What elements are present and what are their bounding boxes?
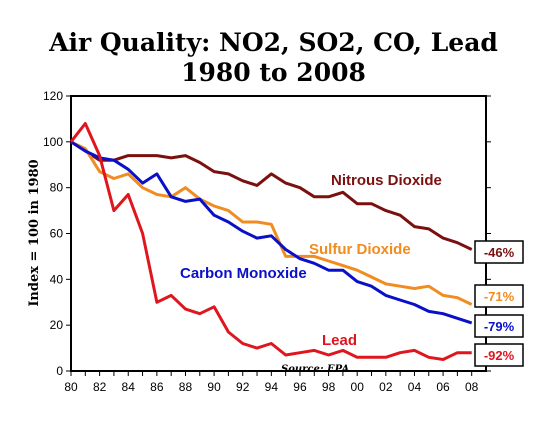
- end-label-value: -79%: [484, 319, 515, 334]
- x-tick-label: 00: [351, 380, 365, 394]
- series-line-sulfur-dioxide: [70, 140, 473, 306]
- end-label-box: -71%: [474, 284, 524, 308]
- series-line-lead: [69, 122, 472, 361]
- x-tick-label: 90: [207, 380, 221, 394]
- x-tick-label: 82: [93, 380, 107, 394]
- y-tick-label: 0: [56, 364, 63, 378]
- end-label-value: -46%: [484, 245, 515, 260]
- end-label-box: -92%: [474, 343, 524, 367]
- end-label-value: -71%: [484, 289, 515, 304]
- y-tick-label: 100: [43, 135, 63, 149]
- series-line-carbon-monoxide: [70, 140, 473, 325]
- series-name-label: Nitrous Dioxide: [331, 172, 442, 189]
- end-label-box: -79%: [474, 314, 524, 338]
- x-tick-label: 04: [408, 380, 422, 394]
- y-tick-label: 40: [50, 272, 64, 286]
- x-tick-label: 88: [179, 380, 193, 394]
- series-line-nitrous-dioxide: [70, 140, 473, 251]
- x-tick-label: 96: [293, 380, 307, 394]
- x-tick-label: 94: [265, 380, 279, 394]
- series-name-label: Lead: [322, 332, 357, 349]
- x-tick-label: 80: [64, 380, 78, 394]
- x-tick-label: 98: [322, 380, 336, 394]
- x-tick-label: 92: [236, 380, 250, 394]
- y-tick-label: 60: [50, 227, 64, 241]
- y-tick-label: 120: [43, 89, 63, 103]
- y-tick-label: 20: [50, 318, 64, 332]
- series-name-label: Carbon Monoxide: [180, 265, 307, 282]
- x-tick-label: 84: [122, 380, 136, 394]
- y-axis-label: Index = 100 in 1980: [27, 159, 42, 306]
- end-label-value: -92%: [484, 348, 515, 363]
- series-name-label: Sulfur Dioxide: [309, 241, 411, 258]
- y-tick-label: 80: [50, 181, 64, 195]
- plot-frame: [70, 95, 487, 372]
- x-tick-label: 86: [150, 380, 164, 394]
- x-tick-label: 02: [379, 380, 393, 394]
- end-label-box: -46%: [474, 240, 524, 264]
- chart-title-line-2: 1980 to 2008: [181, 58, 366, 87]
- source-note: Source: EPA: [281, 364, 349, 375]
- x-tick-label: 08: [465, 380, 479, 394]
- x-tick-label: 06: [436, 380, 450, 394]
- chart-title-line-1: Air Quality: NO2, SO2, CO, Lead: [49, 28, 498, 57]
